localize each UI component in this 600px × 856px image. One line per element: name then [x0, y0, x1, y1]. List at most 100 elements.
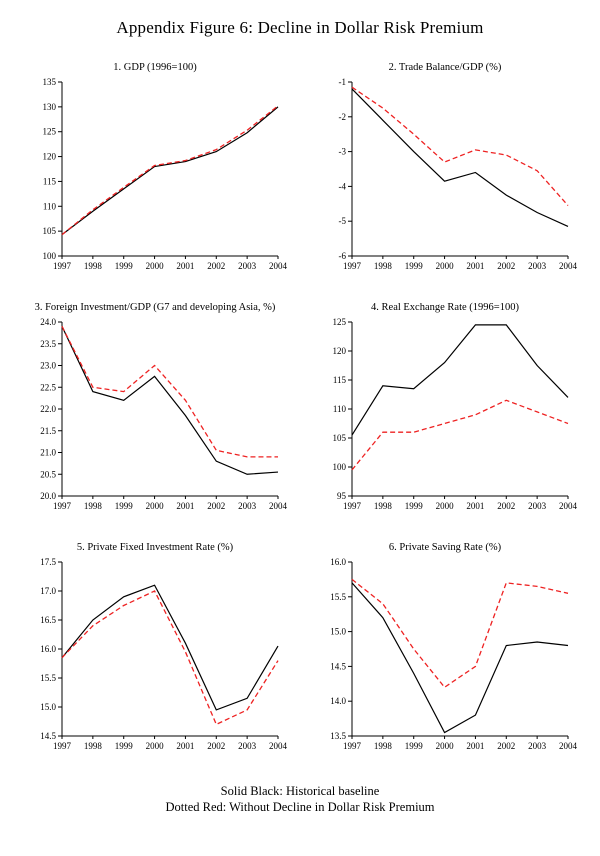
svg-text:2002: 2002 [497, 261, 515, 271]
svg-text:2004: 2004 [559, 261, 578, 271]
svg-text:2000: 2000 [146, 741, 165, 751]
svg-text:23.0: 23.0 [40, 361, 56, 371]
svg-text:1997: 1997 [343, 261, 362, 271]
chart-canvas-gdp: 100 105 110 115 120 125 130 135 1997 1998 1999 2000… [43, 77, 288, 271]
svg-text:24.0: 24.0 [40, 317, 56, 327]
svg-text:2001: 2001 [466, 741, 484, 751]
svg-text:2003: 2003 [528, 261, 547, 271]
svg-text:-5: -5 [339, 216, 347, 226]
svg-text:105: 105 [333, 433, 347, 443]
svg-text:16.5: 16.5 [40, 615, 56, 625]
chart-panel-fixed-investment: 5. Private Fixed Investment Rate (%) 14.… [22, 542, 288, 758]
chart-canvas-trade-balance: -6 -5 -4 -3 -2 -1 1997 1998 1999 2000 2001 2002 2003… [339, 77, 578, 271]
svg-text:22.0: 22.0 [40, 404, 56, 414]
svg-text:17.0: 17.0 [40, 586, 56, 596]
chart-canvas-real-exchange-rate: 95 100 105 110 115 120 125 1997 1998 1999 2000 2001… [333, 317, 578, 511]
legend-solid-black: Solid Black: Historical baseline [220, 784, 380, 798]
svg-text:2002: 2002 [207, 261, 225, 271]
svg-text:2001: 2001 [176, 741, 194, 751]
svg-text:2001: 2001 [176, 261, 194, 271]
svg-text:-6: -6 [339, 251, 347, 261]
svg-text:1998: 1998 [374, 501, 393, 511]
svg-text:14.5: 14.5 [40, 731, 56, 741]
svg-text:2000: 2000 [436, 741, 455, 751]
svg-text:95: 95 [337, 491, 347, 501]
svg-text:2000: 2000 [436, 261, 455, 271]
svg-text:20.0: 20.0 [40, 491, 56, 501]
svg-text:125: 125 [333, 317, 347, 327]
svg-text:2000: 2000 [146, 501, 165, 511]
svg-text:1998: 1998 [374, 261, 393, 271]
svg-text:1999: 1999 [405, 501, 424, 511]
chart-canvas-fixed-investment: 14.5 15.0 15.5 16.0 16.5 17.0 17.5 1997 1998 1999… [40, 557, 288, 751]
chart-canvas-saving-rate: 13.5 14.0 14.5 15.0 15.5 16.0 1997 1998 1999 2000… [330, 557, 578, 751]
svg-text:2001: 2001 [466, 261, 484, 271]
svg-text:15.5: 15.5 [330, 592, 346, 602]
chart-title: 1. GDP (1996=100) [113, 62, 197, 73]
svg-text:-3: -3 [339, 147, 347, 157]
svg-text:115: 115 [333, 375, 347, 385]
svg-text:1997: 1997 [343, 741, 362, 751]
svg-text:2003: 2003 [528, 501, 547, 511]
svg-text:2004: 2004 [269, 261, 288, 271]
legend-dotted-red: Dotted Red: Without Decline in Dollar Ri… [165, 799, 435, 814]
svg-text:2003: 2003 [238, 261, 257, 271]
svg-text:120: 120 [333, 346, 347, 356]
svg-text:21.0: 21.0 [40, 448, 56, 458]
svg-text:15.0: 15.0 [330, 627, 346, 637]
svg-text:105: 105 [43, 226, 57, 236]
svg-text:2004: 2004 [269, 501, 288, 511]
svg-text:2002: 2002 [497, 741, 515, 751]
svg-text:2004: 2004 [269, 741, 288, 751]
chart-title: 6. Private Saving Rate (%) [388, 542, 502, 553]
svg-text:2002: 2002 [207, 741, 225, 751]
svg-text:14.0: 14.0 [330, 696, 346, 706]
svg-text:16.0: 16.0 [330, 557, 346, 567]
svg-text:2003: 2003 [238, 741, 257, 751]
svg-text:110: 110 [333, 404, 347, 414]
svg-text:16.0: 16.0 [40, 644, 56, 654]
svg-text:130: 130 [43, 102, 57, 112]
svg-text:23.5: 23.5 [40, 339, 56, 349]
chart-title: 5. Private Fixed Investment Rate (%) [76, 542, 234, 553]
svg-text:21.5: 21.5 [40, 426, 56, 436]
svg-text:135: 135 [43, 77, 57, 87]
svg-text:1999: 1999 [115, 261, 134, 271]
svg-text:2002: 2002 [497, 501, 515, 511]
chart-panel-saving-rate: 6. Private Saving Rate (%) 13.5 14.0 14.5 1… [312, 542, 578, 758]
svg-text:2004: 2004 [559, 501, 578, 511]
chart-panel-foreign-investment: 3. Foreign Investment/GDP (G7 and develo… [22, 302, 288, 518]
svg-text:110: 110 [43, 201, 57, 211]
figure-legend: Solid Black: Historical baseline Dotted … [0, 784, 600, 815]
svg-text:-4: -4 [339, 181, 347, 191]
svg-text:14.5: 14.5 [330, 661, 346, 671]
chart-canvas-foreign-investment: 20.0 20.5 21.0 21.5 22.0 22.5 23.0 23.5 24.0 1997… [40, 317, 288, 511]
svg-text:2003: 2003 [528, 741, 547, 751]
svg-text:17.5: 17.5 [40, 557, 56, 567]
svg-text:1999: 1999 [405, 741, 424, 751]
svg-text:1998: 1998 [84, 501, 103, 511]
svg-text:120: 120 [43, 152, 57, 162]
svg-text:1999: 1999 [115, 741, 134, 751]
svg-text:2002: 2002 [207, 501, 225, 511]
svg-text:1997: 1997 [53, 261, 72, 271]
chart-title: 3. Foreign Investment/GDP (G7 and develo… [34, 302, 276, 313]
chart-panel-trade-balance: 2. Trade Balance/GDP (%) -6 -5 -4 -3 -2 -1 199… [312, 62, 578, 278]
svg-text:100: 100 [333, 462, 347, 472]
svg-text:-1: -1 [339, 77, 347, 87]
figure-title: Appendix Figure 6: Decline in Dollar Ris… [116, 18, 484, 37]
svg-text:1997: 1997 [53, 741, 72, 751]
svg-text:2001: 2001 [176, 501, 194, 511]
chart-title: 2. Trade Balance/GDP (%) [388, 62, 502, 73]
svg-text:1998: 1998 [374, 741, 393, 751]
svg-text:115: 115 [43, 176, 57, 186]
svg-text:15.0: 15.0 [40, 702, 56, 712]
svg-text:1997: 1997 [53, 501, 72, 511]
svg-text:15.5: 15.5 [40, 673, 56, 683]
chart-panel-real-exchange-rate: 4. Real Exchange Rate (1996=100) 95 100 10… [312, 302, 578, 518]
svg-text:22.5: 22.5 [40, 382, 56, 392]
svg-text:2004: 2004 [559, 741, 578, 751]
svg-text:1997: 1997 [343, 501, 362, 511]
svg-text:2000: 2000 [146, 261, 165, 271]
svg-text:100: 100 [43, 251, 57, 261]
